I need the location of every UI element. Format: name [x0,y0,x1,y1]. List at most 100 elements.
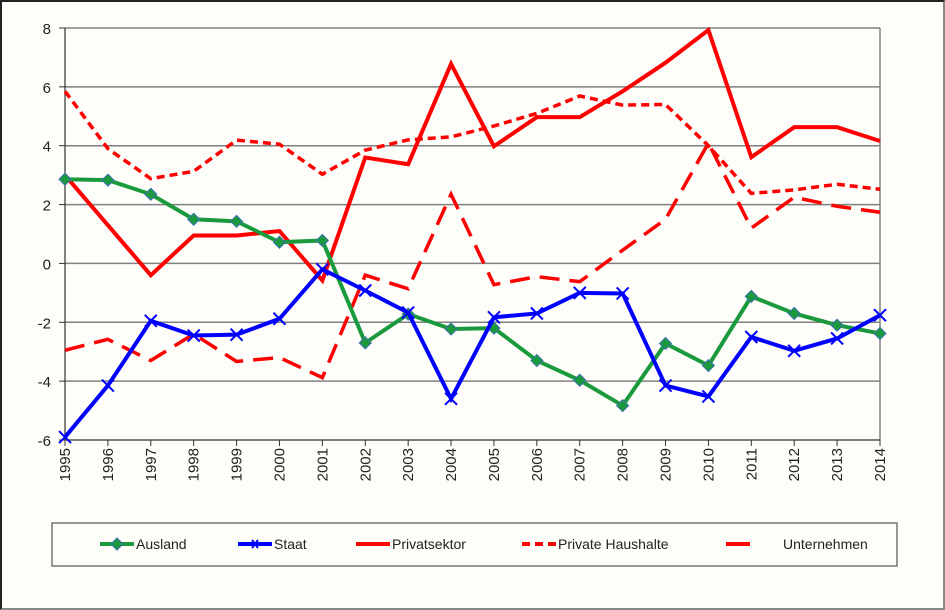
legend-label-unternehmen: Unternehmen [783,536,868,552]
y-tick-label: 8 [43,21,51,38]
legend-marker-staat [251,539,259,549]
data-point-staat [315,262,330,277]
x-tick-label: 1996 [100,448,117,481]
series-line-ausland [64,177,881,409]
x-marker-stroke [787,344,801,358]
x-marker-stroke [401,305,415,320]
data-point-staat [401,305,415,320]
x-tick-label: 2000 [271,448,288,481]
x-marker-stroke [873,308,887,322]
x-marker-stroke [272,312,287,326]
x-marker-stroke [701,389,716,404]
data-point-staat [615,286,630,301]
y-tick-label: 2 [43,198,51,215]
x-tick-label: 2001 [314,448,331,481]
data-point-staat [701,389,716,404]
x-marker-stroke [229,327,244,342]
data-point-ausland [744,289,759,304]
x-marker-stroke [358,283,372,298]
x-tick-label: 1998 [186,448,203,481]
x-tick-label: 2011 [743,448,760,480]
legend-label-staat: Staat [274,536,307,552]
data-point-staat [358,283,372,298]
data-point-ausland [358,336,372,350]
x-tick-label: 2008 [615,448,632,481]
x-marker-stroke [144,314,158,328]
legend: Ausland Staat Privatsektor Private Haushalt… [51,522,898,567]
data-point-ausland [787,306,801,321]
legend-box [51,522,898,567]
x-tick-label: 2002 [357,448,374,481]
data-point-staat [444,392,458,406]
data-point-ausland [701,358,716,373]
x-tick-label: 2013 [829,448,846,481]
x-marker-stroke [487,310,501,324]
x-tick-label: 2012 [786,448,803,481]
data-point-staat [873,308,887,322]
x-tick-label: 2007 [572,448,589,481]
data-point-staat [658,378,673,393]
x-marker-stroke [658,378,673,393]
x-marker-stroke [444,392,458,406]
data-point-ausland [144,187,158,201]
x-marker-stroke [615,286,630,301]
x-tick-label: 2006 [529,448,546,481]
data-point-ausland [830,318,844,332]
x-marker-stroke [573,286,587,300]
series-line-staat [63,266,881,439]
x-tick-label: 2009 [658,448,675,481]
x-marker-stroke [101,378,115,393]
x-tick-label: 2010 [700,448,717,481]
data-point-ausland [444,322,458,336]
data-point-ausland [101,173,115,187]
data-point-ausland [58,172,72,186]
x-tick-label: 2004 [443,448,460,481]
data-point-staat [830,331,844,346]
x-marker-stroke [58,430,72,444]
x-tick-label: 1997 [143,448,160,481]
y-axis-ticks: 8 6 4 2 0 -2 -4 -6 [38,21,65,450]
x-marker-stroke [251,539,259,549]
legend-label-ausland: Ausland [136,536,187,552]
x-axis-ticks: 1995 1996 1997 1998 1999 2000 2001 2002 2003 2004… [57,440,889,481]
data-point-ausland [315,233,330,248]
axes [64,28,881,441]
data-point-staat [186,328,201,343]
data-point-ausland [530,353,544,368]
legend-label-privatsektor: Privatsektor [392,536,466,552]
data-point-ausland [873,326,887,341]
data-point-ausland [186,212,201,226]
x-tick-label: 2003 [400,448,417,481]
y-tick-label: -6 [38,433,51,450]
data-point-ausland [573,373,587,387]
data-point-staat [272,312,287,326]
data-point-ausland [272,235,287,249]
series-lines [58,26,887,444]
data-point-staat [58,430,72,444]
x-marker-stroke [186,328,201,343]
data-point-ausland [658,336,673,351]
data-point-staat [144,314,158,328]
x-marker-stroke [530,306,544,321]
series-line-unternehmen [64,139,881,380]
y-tick-label: 6 [43,80,51,97]
x-marker-stroke [315,262,330,277]
y-tick-label: -4 [38,374,51,391]
y-tick-label: 4 [43,139,51,156]
x-tick-label: 2005 [486,448,503,481]
data-point-staat [787,344,801,358]
legend-label-private-haushalte: Private Haushalte [558,536,669,552]
data-point-staat [744,330,759,344]
legend-marker-ausland [110,537,124,551]
data-point-ausland [615,398,630,413]
x-marker-stroke [830,331,844,346]
x-marker-stroke [744,330,759,344]
y-tick-label: -2 [38,315,51,332]
x-tick-label: 2014 [872,448,889,481]
x-tick-label: 1999 [229,448,246,481]
data-point-staat [229,327,244,342]
data-point-staat [530,306,544,321]
data-point-ausland [229,214,244,229]
series-line-private-haushalte [63,90,881,196]
